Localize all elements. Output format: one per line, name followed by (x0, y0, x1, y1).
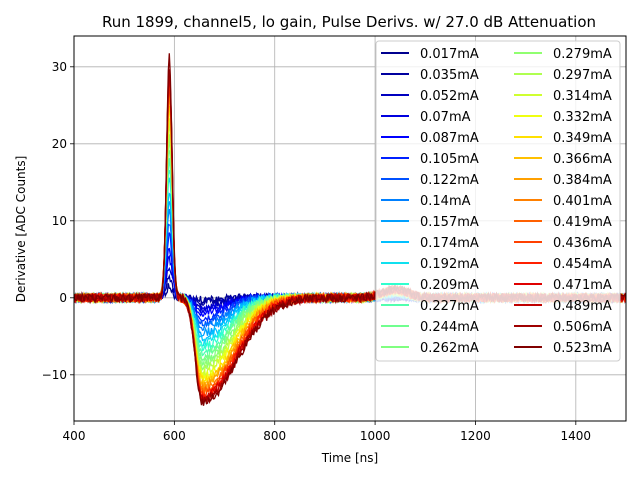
legend-label: 0.174mA (420, 236, 479, 251)
legend-label: 0.297mA (553, 68, 612, 83)
legend-entry: 0.122mA (381, 173, 479, 188)
legend-label: 0.523mA (553, 341, 612, 356)
legend-entry: 0.174mA (381, 236, 479, 251)
legend-label: 0.052mA (420, 89, 479, 104)
y-tick-label: 20 (52, 137, 67, 151)
legend-entry: 0.052mA (381, 89, 479, 104)
legend-entry: 0.279mA (514, 47, 612, 62)
legend-label: 0.262mA (420, 341, 479, 356)
legend-label: 0.157mA (420, 215, 479, 230)
legend-label: 0.436mA (553, 236, 612, 251)
legend-entry: 0.192mA (381, 257, 479, 272)
y-tick-label: 30 (52, 60, 67, 74)
legend-entry: 0.436mA (514, 236, 612, 251)
legend-label: 0.244mA (420, 320, 479, 335)
legend-label: 0.105mA (420, 152, 479, 167)
legend-label: 0.122mA (420, 173, 479, 188)
legend-label: 0.384mA (553, 173, 612, 188)
x-tick-label: 600 (163, 429, 186, 443)
legend-label: 0.279mA (553, 47, 612, 62)
y-axis-label: Derivative [ADC Counts] (14, 156, 28, 303)
y-axis: −10 0 10 20 30 (42, 60, 74, 382)
legend-entry: 0.489mA (514, 299, 612, 314)
legend-entry: 0.332mA (514, 110, 612, 125)
legend-label: 0.087mA (420, 131, 479, 146)
legend-label: 0.366mA (553, 152, 612, 167)
legend-items: 0.017mA 0.035mA 0.052mA 0.07mA 0.087mA 0.105m… (381, 47, 612, 356)
legend-entry: 0.471mA (514, 278, 612, 293)
x-tick-label: 400 (63, 429, 86, 443)
legend-entry: 0.105mA (381, 152, 479, 167)
legend-entry: 0.454mA (514, 257, 612, 272)
legend-entry: 0.227mA (381, 299, 479, 314)
legend: 0.017mA 0.035mA 0.052mA 0.07mA 0.087mA 0.105m… (375, 40, 621, 362)
legend-label: 0.14mA (420, 194, 471, 209)
x-tick-label: 1400 (561, 429, 592, 443)
legend-entry: 0.506mA (514, 320, 612, 335)
legend-entry: 0.384mA (514, 173, 612, 188)
y-tick-label: −10 (42, 368, 67, 382)
legend-label: 0.349mA (553, 131, 612, 146)
legend-entry: 0.419mA (514, 215, 612, 230)
legend-label: 0.471mA (553, 278, 612, 293)
legend-label: 0.192mA (420, 257, 479, 272)
legend-entry: 0.349mA (514, 131, 612, 146)
plot-frame (73, 35, 627, 422)
x-tick-label: 1200 (460, 429, 491, 443)
legend-box (375, 40, 621, 362)
y-tick-label: 10 (52, 214, 67, 228)
legend-entry: 0.523mA (514, 341, 612, 356)
legend-entry: 0.087mA (381, 131, 479, 146)
legend-entry: 0.401mA (514, 194, 612, 209)
legend-label: 0.314mA (553, 89, 612, 104)
legend-entry: 0.07mA (381, 110, 471, 125)
legend-label: 0.017mA (420, 47, 479, 62)
legend-label: 0.401mA (553, 194, 612, 209)
legend-entry: 0.314mA (514, 89, 612, 104)
legend-label: 0.07mA (420, 110, 471, 125)
legend-label: 0.454mA (553, 257, 612, 272)
x-tick-label: 800 (263, 429, 286, 443)
legend-entry: 0.14mA (381, 194, 471, 209)
legend-entry: 0.035mA (381, 68, 479, 83)
legend-label: 0.506mA (553, 320, 612, 335)
legend-entry: 0.017mA (381, 47, 479, 62)
legend-entry: 0.209mA (381, 278, 479, 293)
legend-entry: 0.244mA (381, 320, 479, 335)
legend-entry: 0.366mA (514, 152, 612, 167)
legend-label: 0.489mA (553, 299, 612, 314)
legend-label: 0.419mA (553, 215, 612, 230)
chart-title: Run 1899, channel5, lo gain, Pulse Deriv… (102, 13, 596, 31)
x-axis-label: Time [ns] (321, 451, 378, 465)
y-tick-label: 0 (59, 291, 67, 305)
x-axis: 400 600 800 1000 1200 1400 (63, 421, 592, 443)
legend-label: 0.035mA (420, 68, 479, 83)
x-tick-label: 1000 (360, 429, 391, 443)
legend-entry: 0.157mA (381, 215, 479, 230)
legend-entry: 0.297mA (514, 68, 612, 83)
legend-label: 0.332mA (553, 110, 612, 125)
legend-entry: 0.262mA (381, 341, 479, 356)
legend-label: 0.227mA (420, 299, 479, 314)
legend-label: 0.209mA (420, 278, 479, 293)
